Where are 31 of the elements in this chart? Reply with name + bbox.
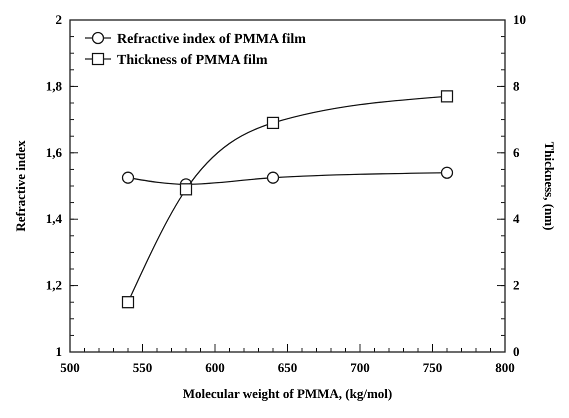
y-axis-title: Refractive index [13, 140, 28, 232]
x-tick-label: 800 [495, 360, 515, 375]
point [266, 172, 280, 184]
y2-axis-title: Thickness, (nm) [542, 142, 557, 230]
x-tick-label: 650 [278, 360, 298, 375]
y2-tick-label: 10 [513, 12, 526, 27]
point [266, 116, 280, 130]
y-tick-label: 1,2 [46, 278, 62, 293]
y-tick-label: 2 [56, 12, 62, 27]
legend-label: Thickness of PMMA film [117, 53, 268, 68]
y-tick-label: 1,6 [46, 144, 62, 160]
y2-tick-label: 6 [513, 144, 520, 160]
legend-label: Refractive index of PMMA film [117, 32, 306, 47]
point [180, 183, 192, 196]
x-axis-title: Molecular weight of PMMA, (kg/mol) [182, 386, 392, 401]
point [440, 166, 454, 179]
x-tick-label: 550 [132, 360, 152, 375]
y2-tick-label: 8 [513, 78, 520, 94]
y2-tick-label: 4 [513, 211, 520, 226]
x-tick-label: 700 [350, 360, 370, 375]
y-tick-label: 1 [56, 344, 62, 359]
x-tick-label: 500 [60, 360, 80, 375]
x-tick-label: 600 [205, 360, 225, 375]
y-tick-label: 1,4 [46, 211, 62, 226]
y-tick-label: 1,8 [46, 78, 62, 94]
y2-tick-label: 2 [513, 278, 520, 293]
y2-tick-label: 0 [513, 344, 520, 359]
x-tick-label: 750 [422, 360, 442, 375]
point [440, 90, 454, 103]
point [122, 296, 134, 308]
point [122, 172, 134, 184]
